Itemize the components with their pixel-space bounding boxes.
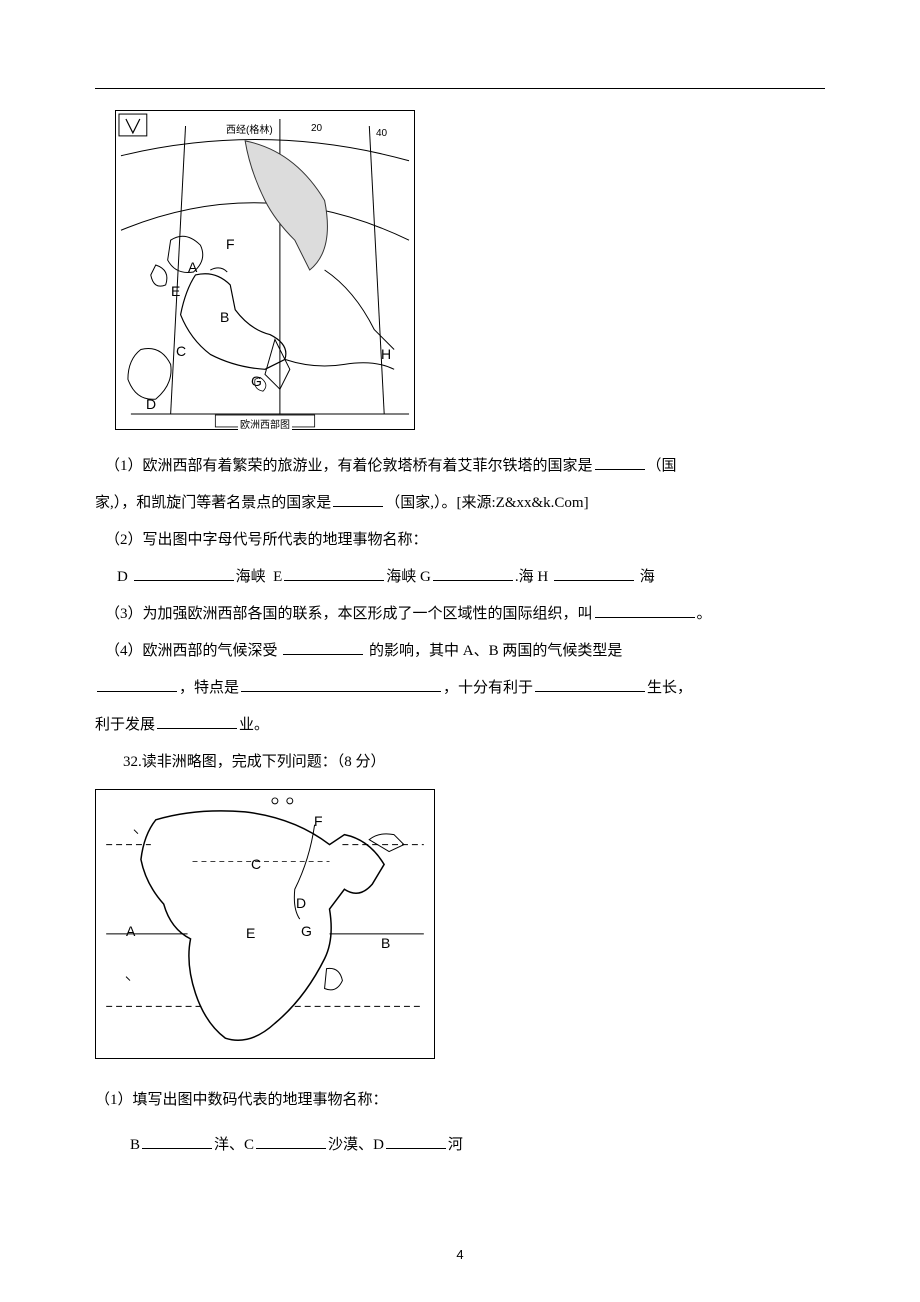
map1-label-h: H <box>381 346 391 362</box>
q1-4f: 利于发展 <box>95 717 155 733</box>
map2-label-g: G <box>301 923 312 939</box>
blank[interactable] <box>433 566 513 581</box>
q1-part4-line2: ，特点是 ，十分有利于 生长， <box>95 672 825 705</box>
q1-3a: （3）为加强欧洲西部各国的联系，本区形成了一个区域性的国际组织，叫 <box>105 606 593 622</box>
q1-2-strait2: 海峡 <box>386 569 416 585</box>
q1-part2: （2）写出图中字母代号所代表的地理事物名称： <box>95 524 825 557</box>
map2-label-f: F <box>314 813 323 829</box>
q1-4a: （4）欧洲西部的气候深受 <box>105 643 278 659</box>
map1-tick-40: 40 <box>376 128 387 139</box>
q1-4c: ，特点是 <box>179 680 239 696</box>
q1-1c: 家,），和凯旋门等著名景点的国家是 <box>95 495 331 511</box>
q1-2-sea: .海 <box>515 569 534 585</box>
europe-map-container: 西经(格林) 20 40 F A E B C G D H 欧洲西部图 <box>95 110 825 430</box>
q1-2-strait: 海峡 <box>236 569 266 585</box>
map1-tick-label: 西经(格林) <box>226 121 273 136</box>
map1-label-c: C <box>176 343 186 359</box>
blank[interactable] <box>554 566 634 581</box>
map2-label-c: C <box>251 856 261 872</box>
blank[interactable] <box>333 492 383 507</box>
blank[interactable] <box>283 640 363 655</box>
blank[interactable] <box>134 566 234 581</box>
q1-1b: （国 <box>647 458 677 474</box>
map2-label-a: A <box>126 923 135 939</box>
q1-2-d: D <box>117 569 128 585</box>
q1-part1-line1: （1）欧洲西部有着繁荣的旅游业，有着伦敦塔桥有着艾菲尔铁塔的国家是 （国 <box>95 450 825 483</box>
africa-map-svg <box>96 790 434 1058</box>
blank[interactable] <box>241 677 441 692</box>
map1-caption: 欧洲西部图 <box>238 416 292 431</box>
map1-label-g: G <box>251 373 262 389</box>
map1-label-e: E <box>171 283 180 299</box>
map1-tick-20: 20 <box>311 123 322 134</box>
q1-part4-line1: （4）欧洲西部的气候深受 的影响，其中 A、B 两国的气候类型是 <box>95 635 825 668</box>
q32-desert: 沙漠、 <box>328 1137 373 1153</box>
blank[interactable] <box>386 1134 446 1149</box>
blank[interactable] <box>256 1134 326 1149</box>
q1-4d: ，十分有利于 <box>443 680 533 696</box>
q1-4b: 的影响，其中 A、B 两国的气候类型是 <box>369 643 622 659</box>
top-rule <box>95 88 825 89</box>
q1-1d: （国家,）。[来源:Z&xx&k.Com] <box>385 495 588 511</box>
blank[interactable] <box>157 714 237 729</box>
blank[interactable] <box>97 677 177 692</box>
q32-c: C <box>244 1137 254 1153</box>
blank[interactable] <box>595 455 645 470</box>
q1-1a: （1）欧洲西部有着繁荣的旅游业，有着伦敦塔桥有着艾菲尔铁塔的国家是 <box>105 458 593 474</box>
blank[interactable] <box>595 603 695 618</box>
q1-4g: 业。 <box>239 717 269 733</box>
q32-ocean: 洋、 <box>214 1137 244 1153</box>
map2-label-d: D <box>296 895 306 911</box>
africa-map: F C D A E G B <box>95 789 435 1059</box>
europe-map: 西经(格林) 20 40 F A E B C G D H 欧洲西部图 <box>115 110 415 430</box>
map1-label-b: B <box>220 309 229 325</box>
q32-part1: （1）填写出图中数码代表的地理事物名称： <box>95 1084 825 1117</box>
blank[interactable] <box>535 677 645 692</box>
q1-part4-line3: 利于发展 业。 <box>95 709 825 742</box>
map1-label-a: A <box>188 259 197 275</box>
q1-3end: 。 <box>697 606 712 622</box>
q1-part2-items: D 海峡 E 海峡 G .海 H 海 <box>95 561 825 594</box>
q1-2-h: H <box>537 569 548 585</box>
map2-label-e: E <box>246 925 255 941</box>
page-number: 4 <box>456 1247 463 1262</box>
q1-2-g: G <box>420 569 431 585</box>
q32-d: D <box>373 1137 384 1153</box>
q1-4e: 生长， <box>647 680 692 696</box>
q1-2-e: E <box>273 569 282 585</box>
q32-items: B 洋、C 沙漠、D 河 <box>95 1129 825 1162</box>
q32-b: B <box>130 1137 140 1153</box>
q1-2-sea2: 海 <box>640 569 655 585</box>
europe-map-svg <box>116 111 414 429</box>
q1-part3: （3）为加强欧洲西部各国的联系，本区形成了一个区域性的国际组织，叫 。 <box>95 598 825 631</box>
blank[interactable] <box>142 1134 212 1149</box>
blank[interactable] <box>284 566 384 581</box>
map2-label-b: B <box>381 935 390 951</box>
map1-label-f: F <box>226 236 235 252</box>
q32-river: 河 <box>448 1137 463 1153</box>
q1-part1-line2: 家,），和凯旋门等著名景点的国家是 （国家,）。[来源:Z&xx&k.Com] <box>95 487 825 520</box>
map1-label-d: D <box>146 396 156 412</box>
q32-title: 32.读非洲略图，完成下列问题：（8 分） <box>95 746 825 779</box>
